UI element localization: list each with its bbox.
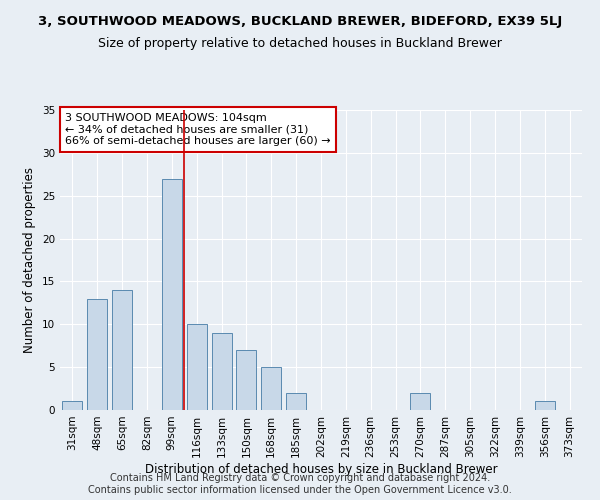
Bar <box>88 298 107 410</box>
Bar <box>262 367 281 410</box>
Text: Contains HM Land Registry data © Crown copyright and database right 2024.
Contai: Contains HM Land Registry data © Crown c… <box>88 474 512 495</box>
Y-axis label: Number of detached properties: Number of detached properties <box>23 167 37 353</box>
Text: Size of property relative to detached houses in Buckland Brewer: Size of property relative to detached ho… <box>98 38 502 51</box>
Bar <box>112 290 132 410</box>
Text: 3, SOUTHWOOD MEADOWS, BUCKLAND BREWER, BIDEFORD, EX39 5LJ: 3, SOUTHWOOD MEADOWS, BUCKLAND BREWER, B… <box>38 15 562 28</box>
Bar <box>535 402 554 410</box>
Bar <box>162 178 182 410</box>
Bar <box>236 350 256 410</box>
Bar <box>286 393 306 410</box>
Bar <box>410 393 430 410</box>
X-axis label: Distribution of detached houses by size in Buckland Brewer: Distribution of detached houses by size … <box>145 462 497 475</box>
Bar <box>62 402 82 410</box>
Text: 3 SOUTHWOOD MEADOWS: 104sqm
← 34% of detached houses are smaller (31)
66% of sem: 3 SOUTHWOOD MEADOWS: 104sqm ← 34% of det… <box>65 113 331 146</box>
Bar <box>187 324 206 410</box>
Bar <box>212 333 232 410</box>
